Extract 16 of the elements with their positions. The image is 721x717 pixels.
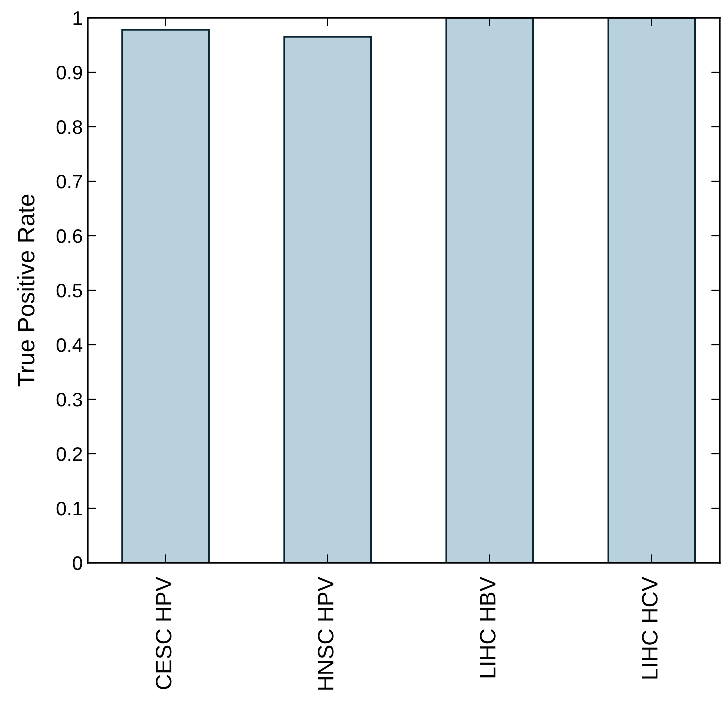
y-tick-label: 0.5	[56, 284, 82, 298]
y-tick-label: 0.6	[56, 229, 82, 244]
x-tick-label: HNSC HPV	[318, 576, 334, 690]
y-tick-label: 0.2	[56, 447, 82, 462]
y-tick-label: 1	[74, 12, 82, 26]
y-tick-label: 0.3	[56, 392, 82, 407]
y-tick-label: 0	[73, 556, 82, 570]
y-axis-title: True Positive Rate	[17, 194, 35, 387]
x-tick-label: LIHC HBV	[480, 576, 496, 678]
y-tick-label: 0.8	[56, 120, 82, 134]
y-tick-label: 0.4	[56, 338, 83, 352]
x-tick-label: CESC HPV	[156, 576, 172, 690]
y-tick-label: 0.9	[56, 66, 82, 80]
x-tick-label: LIHC HCV	[642, 576, 658, 679]
y-tick-label: 0.1	[56, 502, 82, 516]
y-tick-label: 0.7	[56, 174, 82, 189]
